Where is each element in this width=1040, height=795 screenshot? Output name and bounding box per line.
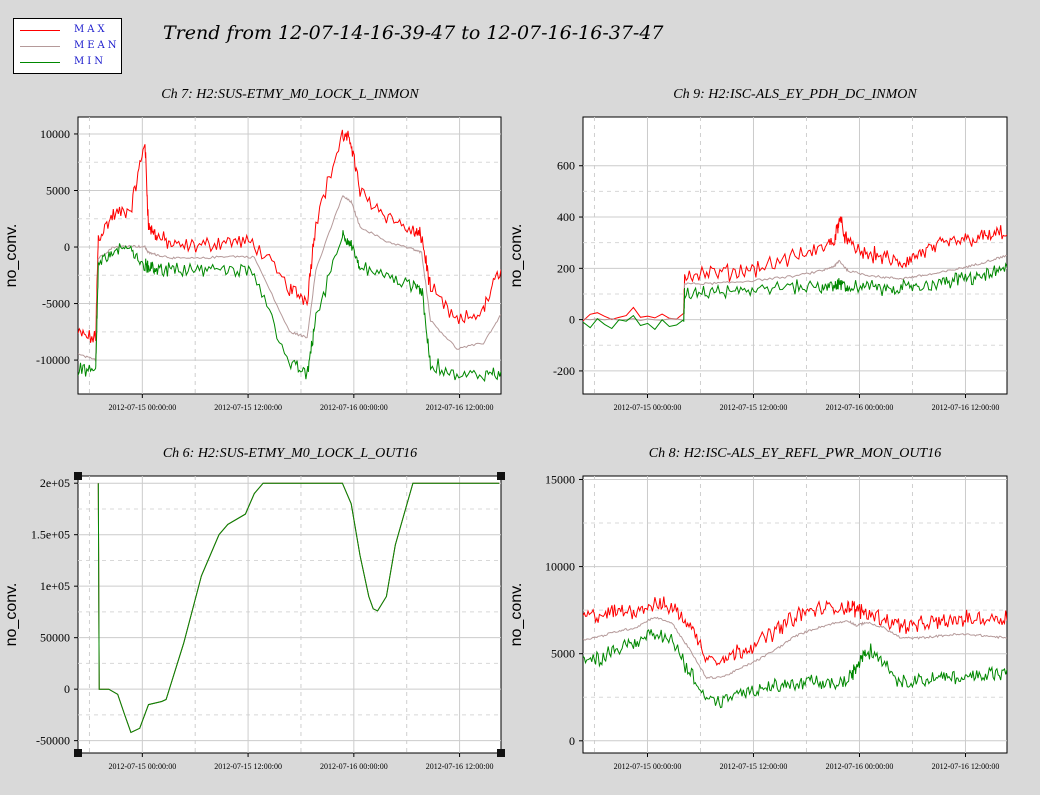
series-line-min xyxy=(583,262,1007,331)
x-tick-label: 2012-07-15 12:00:00 xyxy=(720,403,788,412)
y-tick-label: 0 xyxy=(64,240,70,254)
x-tick-label: 2012-07-16 00:00:00 xyxy=(826,403,894,412)
series-line-max xyxy=(583,216,1007,322)
y-tick-label: -50000 xyxy=(36,734,70,748)
plot-area xyxy=(77,475,502,754)
legend-item-mean: MEAN xyxy=(18,40,122,54)
plot-area xyxy=(77,116,502,395)
legend-item-max: MAX xyxy=(18,24,122,38)
x-tick-label: 2012-07-15 00:00:00 xyxy=(614,762,682,771)
y-tick-label: -10000 xyxy=(36,353,70,367)
y-tick-label: 10000 xyxy=(545,560,575,574)
y-tick-label: -5000 xyxy=(42,297,70,311)
selection-handle xyxy=(74,749,82,757)
series-line-min xyxy=(78,230,501,383)
x-tick-label: 2012-07-15 00:00:00 xyxy=(614,403,682,412)
y-tick-label: 0 xyxy=(64,682,70,696)
chart-title: Ch 6: H2:SUS-ETMY_M0_LOCK_L_OUT16 xyxy=(163,446,417,461)
series-line-min xyxy=(97,482,500,734)
x-tick-label: 2012-07-15 12:00:00 xyxy=(720,762,788,771)
chart-panel: 15000 10000 5000 0 2012-07-15 00:00:00 2012-0… xyxy=(508,446,1008,771)
chart-title: Ch 7: H2:SUS-ETMY_M0_LOCK_L_INMON xyxy=(161,87,419,102)
x-tick-label: 2012-07-15 12:00:00 xyxy=(214,403,282,412)
x-tick-label: 2012-07-16 12:00:00 xyxy=(426,403,494,412)
x-tick-label: 2012-07-15 00:00:00 xyxy=(108,762,176,771)
x-tick-label: 2012-07-16 12:00:00 xyxy=(932,762,1000,771)
series-line-max xyxy=(78,129,501,343)
y-tick-label: 1.5e+05 xyxy=(31,528,70,542)
x-tick-label: 2012-07-16 12:00:00 xyxy=(932,403,1000,412)
legend-label-min: MIN xyxy=(74,56,106,67)
y-tick-label: 50000 xyxy=(40,631,70,645)
y-tick-label: 200 xyxy=(557,261,575,275)
series-line-min xyxy=(583,629,1007,709)
chart-panel: 600 400 200 0 -200 2012-07-15 00:00:00 2012-07… xyxy=(508,87,1008,412)
legend-label-mean: MEAN xyxy=(74,40,120,51)
x-tick-label: 2012-07-15 00:00:00 xyxy=(108,403,176,412)
y-axis-label: no_conv. xyxy=(3,583,20,647)
plot-area xyxy=(582,475,1008,754)
selection-handle xyxy=(497,749,505,757)
legend-swatch-max xyxy=(20,30,60,31)
y-tick-label: 15000 xyxy=(545,472,575,486)
y-axis-label: no_conv. xyxy=(508,224,525,288)
x-tick-label: 2012-07-15 12:00:00 xyxy=(214,762,282,771)
y-tick-label: 10000 xyxy=(40,127,70,141)
series-line-mean xyxy=(583,254,1007,322)
y-tick-label: 2e+05 xyxy=(40,476,70,490)
legend-label-max: MAX xyxy=(74,24,108,35)
y-tick-label: 1e+05 xyxy=(40,579,70,593)
series-line-max xyxy=(583,596,1007,666)
y-tick-label: 5000 xyxy=(551,647,575,661)
page-title: Trend from 12-07-14-16-39-47 to 12-07-16… xyxy=(163,22,664,44)
x-tick-label: 2012-07-16 12:00:00 xyxy=(426,762,494,771)
chart-title: Ch 8: H2:ISC-ALS_EY_REFL_PWR_MON_OUT16 xyxy=(649,446,941,461)
x-tick-label: 2012-07-16 00:00:00 xyxy=(320,403,388,412)
y-tick-label: -200 xyxy=(553,364,575,378)
x-tick-label: 2012-07-16 00:00:00 xyxy=(826,762,894,771)
legend: MAX MEAN MIN xyxy=(13,18,122,74)
y-tick-label: 400 xyxy=(557,210,575,224)
y-axis-label: no_conv. xyxy=(508,583,525,647)
y-tick-label: 0 xyxy=(569,313,575,327)
chart-panel: 10000 5000 0 -5000 -10000 2012-07-15 00:00:00… xyxy=(3,87,502,412)
y-axis-label: no_conv. xyxy=(3,224,20,288)
chart-panel: 2e+05 1.5e+05 1e+05 50000 0 -50000 2012-07-15 … xyxy=(3,446,505,771)
y-tick-label: 600 xyxy=(557,159,575,173)
selection-handle xyxy=(497,472,505,480)
legend-item-min: MIN xyxy=(18,56,122,70)
selection-handle xyxy=(74,472,82,480)
legend-swatch-min xyxy=(20,62,60,63)
legend-swatch-mean xyxy=(20,46,60,47)
x-tick-label: 2012-07-16 00:00:00 xyxy=(320,762,388,771)
series-line-mean xyxy=(583,616,1007,680)
chart-title: Ch 9: H2:ISC-ALS_EY_PDH_DC_INMON xyxy=(673,87,917,102)
y-tick-label: 0 xyxy=(569,734,575,748)
y-tick-label: 5000 xyxy=(46,183,70,197)
